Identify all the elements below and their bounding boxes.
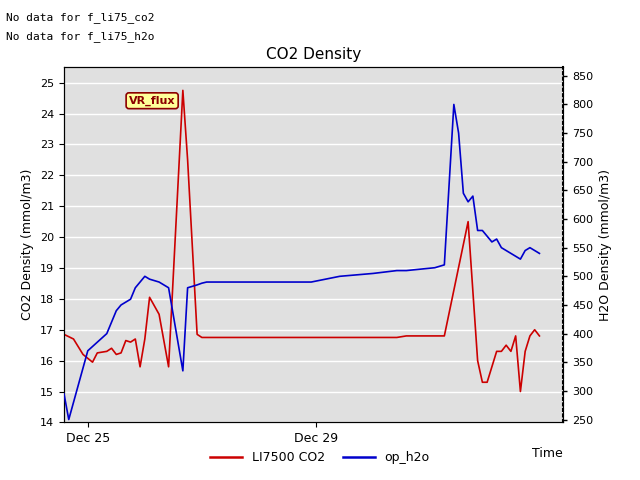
Text: VR_flux: VR_flux	[129, 96, 175, 106]
Text: No data for f_li75_co2: No data for f_li75_co2	[6, 12, 155, 23]
Y-axis label: H2O Density (mmol/m3): H2O Density (mmol/m3)	[599, 169, 612, 321]
Title: CO2 Density: CO2 Density	[266, 47, 361, 62]
Legend: LI7500 CO2, op_h2o: LI7500 CO2, op_h2o	[205, 446, 435, 469]
Y-axis label: CO2 Density (mmol/m3): CO2 Density (mmol/m3)	[22, 169, 35, 321]
Text: Time: Time	[532, 447, 563, 460]
Text: No data for f_li75_h2o: No data for f_li75_h2o	[6, 31, 155, 42]
